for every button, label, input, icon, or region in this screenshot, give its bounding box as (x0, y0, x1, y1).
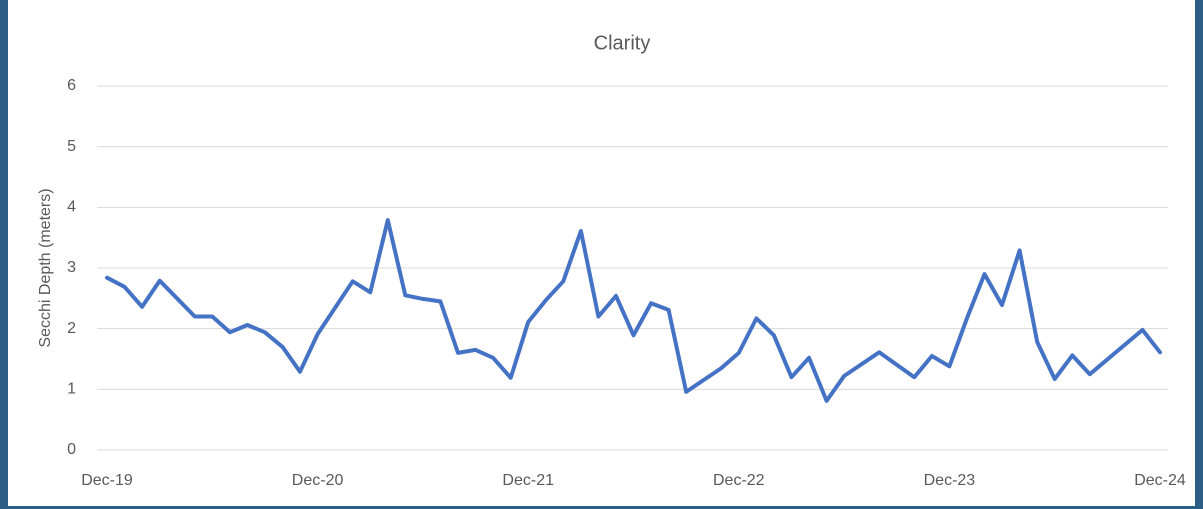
x-tick-label: Dec-19 (81, 472, 133, 489)
x-tick-label: Dec-24 (1134, 472, 1186, 489)
y-axis-label: Secchi Depth (meters) (37, 188, 54, 347)
y-tick-label: 5 (67, 138, 76, 155)
y-tick-label: 2 (67, 320, 76, 337)
y-tick-label: 4 (67, 199, 76, 216)
x-tick-label: Dec-22 (713, 472, 765, 489)
y-tick-label: 1 (67, 381, 76, 398)
y-tick-label: 3 (67, 259, 76, 276)
chart-title: Clarity (594, 32, 651, 54)
chart-area (8, 0, 1195, 506)
y-tick-label: 6 (67, 77, 76, 94)
x-tick-label: Dec-21 (502, 472, 554, 489)
x-tick-label: Dec-23 (924, 472, 976, 489)
x-tick-label: Dec-20 (292, 472, 344, 489)
data-line (105, 218, 1162, 403)
y-tick-label: 0 (67, 441, 76, 458)
